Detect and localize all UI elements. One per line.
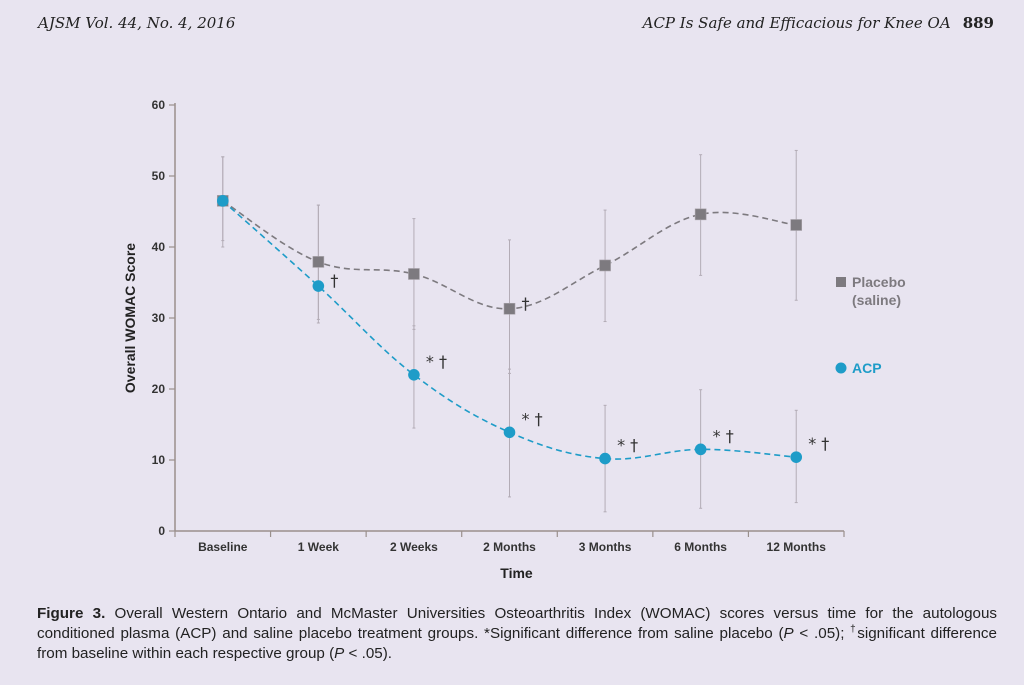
x-tick-label: Baseline <box>198 540 248 554</box>
caption-dagger: † <box>850 623 858 635</box>
legend-acp-circle-icon <box>835 362 847 374</box>
placebo-point <box>408 268 420 280</box>
page-number: 889 <box>962 14 994 32</box>
y-tick-label: 30 <box>152 311 166 325</box>
acp-point <box>790 451 803 463</box>
series-markers <box>216 195 803 465</box>
running-head-article-title: ACP Is Safe and Efficacious for Knee OA <box>642 14 951 32</box>
y-tick-label: 20 <box>152 382 166 396</box>
caption-text-3: significant difference from baseline wit… <box>37 625 997 662</box>
x-tick-label: 1 Week <box>298 540 339 554</box>
significance-mark: * † <box>713 426 734 445</box>
axes: 0 10 20 30 40 50 60 Baseline 1 Week 2 Weeks 2 Mont… <box>152 98 845 554</box>
legend: Placebo (saline) ACP <box>835 274 906 376</box>
significance-annotations: † † * † * † * † * † * † <box>330 271 829 455</box>
x-tick-label: 12 Months <box>767 540 827 554</box>
caption-p-1: P <box>783 625 794 642</box>
y-tick-label: 0 <box>158 524 165 538</box>
legend-placebo-label: Placebo <box>852 274 906 290</box>
acp-line <box>222 200 797 460</box>
error-bars <box>221 149 798 513</box>
y-tick-label: 40 <box>152 240 166 254</box>
running-head-journal: AJSM Vol. 44, No. 4, 2016 <box>38 14 236 32</box>
figure-caption: Figure 3. Overall Western Ontario and Mc… <box>37 604 997 664</box>
acp-point <box>694 443 707 456</box>
caption-text-1: Overall Western Ontario and McMaster Uni… <box>37 605 997 642</box>
womac-chart: 0 10 20 30 40 50 60 Baseline 1 Week 2 Weeks 2 Mont… <box>122 98 906 581</box>
y-tick-label: 50 <box>152 169 166 183</box>
y-tick-label: 60 <box>152 98 166 112</box>
placebo-point <box>599 259 611 272</box>
significance-mark: * † <box>808 434 829 453</box>
significance-mark: * † <box>617 436 638 455</box>
placebo-point <box>503 302 516 315</box>
x-tick-label: 2 Months <box>483 540 536 554</box>
y-tick-label: 10 <box>152 453 166 467</box>
acp-point <box>408 369 420 381</box>
caption-text-2: < .05); <box>793 625 851 642</box>
placebo-point <box>312 256 325 268</box>
running-head-title: ACP Is Safe and Efficacious for Knee OA 8… <box>643 14 994 32</box>
significance-mark: * † <box>522 409 543 428</box>
placebo-point <box>790 219 803 231</box>
caption-p-2: P <box>334 645 345 662</box>
acp-point <box>503 426 516 439</box>
significance-mark: † <box>330 271 338 290</box>
placebo-point <box>694 208 707 221</box>
acp-point <box>599 452 611 465</box>
legend-placebo-square-icon <box>836 277 846 287</box>
acp-point <box>312 280 325 292</box>
figure-label: Figure 3. <box>37 605 106 622</box>
caption-text-4: < .05). <box>344 645 392 662</box>
acp-point <box>216 195 229 207</box>
y-axis-title: Overall WOMAC Score <box>122 243 138 393</box>
legend-acp-label: ACP <box>852 360 882 376</box>
x-tick-label: 6 Months <box>674 540 727 554</box>
x-axis-title: Time <box>500 565 533 581</box>
significance-mark: * † <box>426 352 447 371</box>
legend-placebo-label: (saline) <box>852 292 901 308</box>
x-tick-label: 2 Weeks <box>390 540 438 554</box>
significance-mark: † <box>522 294 530 313</box>
x-tick-label: 3 Months <box>579 540 632 554</box>
